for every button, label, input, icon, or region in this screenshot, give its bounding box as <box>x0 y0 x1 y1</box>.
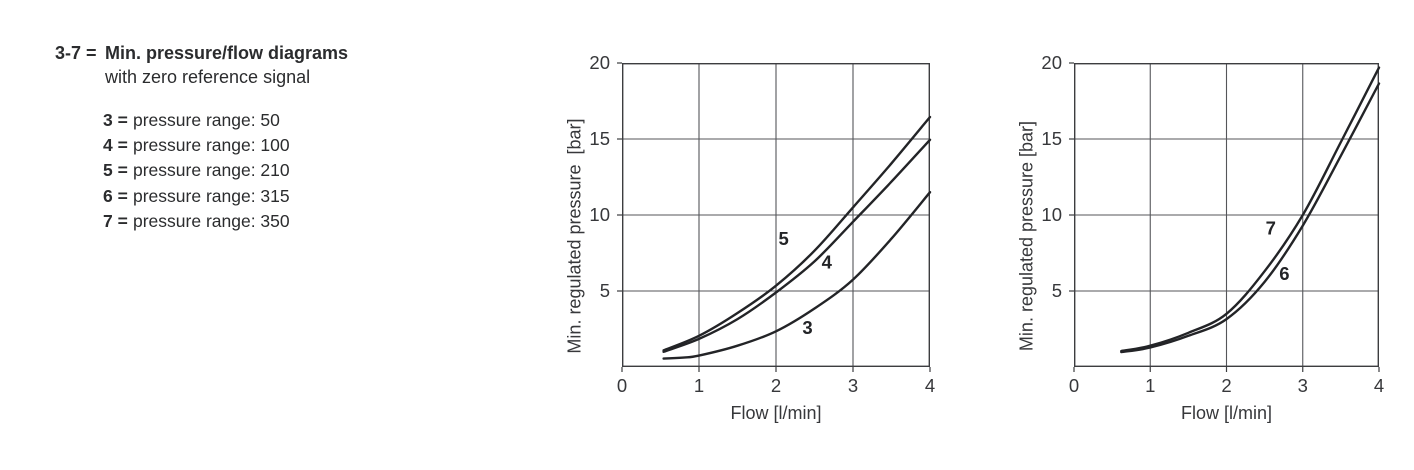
legend-code: 3-7 = <box>55 43 97 63</box>
legend-title-row: 3-7 = Min. pressure/flow diagrams <box>55 42 348 66</box>
x-tick-label: 2 <box>770 375 782 396</box>
y-axis-label: Min. regulated pressure [bar] <box>564 118 585 354</box>
legend-item-code: 6 = <box>103 185 128 206</box>
legend-title: Min. pressure/flow diagrams <box>105 43 349 63</box>
curve-label-4: 4 <box>822 252 833 273</box>
legend-item-label: pressure range: 50 <box>133 110 280 130</box>
legend-item-list: 3 = pressure range: 50 4 = pressure range: … <box>103 108 348 234</box>
legend-item: 3 = pressure range: 50 <box>103 108 348 133</box>
plot-border <box>1073 62 1380 368</box>
curve-7 <box>1120 66 1381 353</box>
legend-item: 6 = pressure range: 315 <box>103 184 348 209</box>
legend-subtitle: with zero reference signal <box>105 66 311 87</box>
y-tick-label: 20 <box>589 52 610 73</box>
curve-label-3: 3 <box>802 317 812 338</box>
legend-item-label: pressure range: 350 <box>133 210 290 231</box>
x-tick-label: 4 <box>924 375 936 396</box>
legend-item-label: pressure range: 210 <box>133 160 290 181</box>
x-tick-label: 3 <box>1297 375 1308 396</box>
curve-5 <box>662 115 932 352</box>
plot-area: 5 4 3 <box>617 62 932 372</box>
y-tick-label: 15 <box>589 128 610 149</box>
legend-subtitle-row: with zero reference signal <box>55 66 348 90</box>
legend-item: 7 = pressure range: 350 <box>103 209 348 234</box>
y-axis-label: Min. regulated pressure [bar] <box>1016 120 1037 352</box>
curve-6 <box>1120 82 1381 354</box>
chart-ranges-3-4-5: 5 4 3 Min. regulated pressure [bar] Flow [… <box>565 52 936 423</box>
y-tick-label: 15 <box>1041 128 1062 149</box>
x-axis-label: Flow [l/min] <box>1180 403 1272 423</box>
curve-3 <box>662 191 932 360</box>
legend-item-label: pressure range: 100 <box>133 135 290 156</box>
curve-4 <box>662 138 932 353</box>
legend-item: 5 = pressure range: 210 <box>103 158 348 183</box>
plot-border <box>621 62 931 368</box>
legend-item: 4 = pressure range: 100 <box>103 133 348 158</box>
legend-block: 3-7 = Min. pressure/flow diagrams with z… <box>55 42 348 234</box>
y-tick-label: 10 <box>1041 204 1062 225</box>
legend-item-code: 3 = <box>103 110 128 130</box>
legend-code-spacer <box>55 66 105 90</box>
x-tick-label: 1 <box>1145 375 1156 396</box>
legend-item-label: pressure range: 315 <box>133 185 290 206</box>
y-tick-label: 10 <box>589 204 610 225</box>
legend-item-code: 4 = <box>103 135 128 156</box>
x-tick-label: 3 <box>847 375 859 396</box>
x-tick-label: 4 <box>1373 375 1385 396</box>
y-tick-label: 20 <box>1041 52 1062 73</box>
x-tick-label: 0 <box>616 375 628 396</box>
legend-item-code: 5 = <box>103 160 128 181</box>
x-tick-label: 1 <box>693 375 705 396</box>
y-tick-label: 5 <box>1051 280 1062 301</box>
legend-item-code: 7 = <box>103 210 128 231</box>
curve-label-6: 6 <box>1279 263 1289 284</box>
y-tick-label: 5 <box>599 280 610 301</box>
x-tick-label: 2 <box>1221 375 1232 396</box>
curve-label-7: 7 <box>1266 217 1276 238</box>
x-axis-label: Flow [l/min] <box>730 403 822 423</box>
curve-label-5: 5 <box>779 228 789 249</box>
plot-area: 76 <box>1069 62 1381 372</box>
x-tick-label: 0 <box>1068 375 1080 396</box>
